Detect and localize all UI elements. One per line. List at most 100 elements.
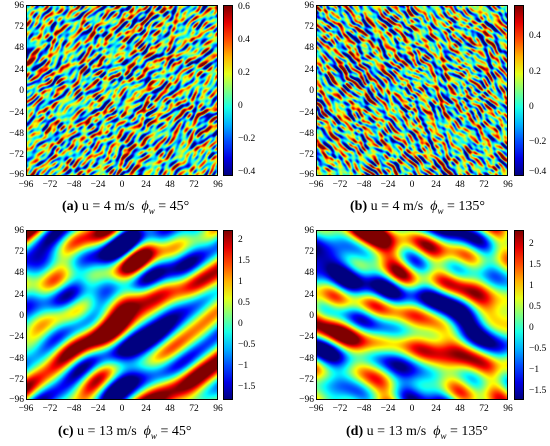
- y-tick-label: −48: [299, 129, 314, 139]
- heatmap-canvas-a: [27, 6, 217, 175]
- x-tick-label: −24: [90, 180, 106, 190]
- caption-phi-sub: w: [440, 430, 447, 441]
- caption-label: (b): [350, 199, 368, 214]
- colorbar-tick-label: 0.4: [238, 35, 250, 45]
- y-tick-label: 24: [14, 290, 25, 300]
- caption-speed: u = 13 m/s: [77, 424, 137, 439]
- y-tick-label: 96: [14, 226, 25, 236]
- x-tick-label: 72: [189, 180, 199, 190]
- y-tick-label: 48: [14, 268, 25, 278]
- y-tick-label: 48: [304, 43, 315, 53]
- colorbar-tick-label: 0: [529, 323, 534, 333]
- x-tick-label: 0: [119, 404, 125, 414]
- colorbar-tick-label: −0.2: [238, 134, 256, 144]
- colorbar-tick-label: 0.6: [238, 2, 250, 12]
- x-tick-label: 72: [479, 404, 489, 414]
- heatmap-field-c: [26, 230, 218, 400]
- y-tick-label: 0: [19, 86, 24, 96]
- caption-speed: u = 13 m/s: [366, 424, 427, 439]
- heatmap-canvas-d: [317, 231, 507, 399]
- y-tick-label: −48: [9, 129, 24, 139]
- y-tick-label: 72: [14, 22, 25, 32]
- caption-phi: ϕ: [430, 199, 438, 214]
- colorbar-tick-label: 0.2: [238, 68, 250, 78]
- colorbar-tick-label: −1: [529, 365, 540, 375]
- colorbar-tick-label: 0: [529, 102, 534, 112]
- caption-b: (b) u = 4 m/s ϕw = 135°: [350, 199, 485, 216]
- y-tick-label: −48: [9, 354, 24, 364]
- y-tick-label: 24: [304, 290, 315, 300]
- y-tick-label: −96: [299, 170, 314, 180]
- caption-phi-sub: w: [148, 205, 155, 216]
- y-tick-label: −24: [299, 108, 314, 118]
- x-tick-label: 48: [165, 180, 175, 190]
- x-tick-label: 72: [189, 404, 199, 414]
- y-tick-label: −72: [9, 150, 24, 160]
- y-tick-label: 96: [304, 1, 315, 11]
- y-tick-label: −24: [9, 108, 24, 118]
- colorbar-a: [223, 5, 233, 176]
- colorbar-c: [223, 230, 233, 400]
- colorbar-tick-label: −1.5: [529, 386, 547, 396]
- x-tick-label: 0: [119, 180, 125, 190]
- x-tick-label: 72: [479, 180, 489, 190]
- y-tick-label: −48: [299, 354, 314, 364]
- caption-speed: u = 4 m/s: [370, 199, 424, 214]
- colorbar-tick-label: 0.2: [529, 67, 541, 77]
- y-tick-label: 72: [304, 22, 315, 32]
- heatmap-field-b: [316, 5, 508, 176]
- x-tick-label: 96: [213, 404, 223, 414]
- x-tick-label: −24: [380, 180, 396, 190]
- x-tick-label: −96: [18, 404, 34, 414]
- caption-label: (d): [346, 424, 364, 439]
- caption-phi: ϕ: [433, 424, 441, 439]
- colorbar-tick-label: 2: [238, 235, 243, 245]
- y-tick-label: 72: [304, 247, 315, 257]
- heatmap-field-a: [26, 5, 218, 176]
- x-tick-label: −48: [66, 180, 82, 190]
- x-tick-label: 0: [409, 180, 415, 190]
- y-tick-label: 96: [14, 1, 25, 11]
- colorbar-tick-label: 0.4: [529, 31, 541, 41]
- caption-phi: ϕ: [143, 424, 151, 439]
- caption-phi: ϕ: [141, 199, 149, 214]
- x-tick-label: 48: [165, 404, 175, 414]
- colorbar-tick-label: −0.5: [238, 340, 256, 350]
- y-tick-label: 0: [19, 311, 24, 321]
- x-tick-label: 24: [141, 180, 151, 190]
- x-tick-label: 0: [409, 404, 415, 414]
- y-tick-label: −96: [9, 395, 24, 405]
- y-tick-label: −72: [9, 375, 24, 385]
- x-tick-label: −24: [380, 404, 396, 414]
- x-tick-label: −72: [42, 180, 58, 190]
- x-tick-label: −72: [332, 180, 348, 190]
- colorbar-tick-label: 1: [529, 281, 534, 291]
- x-tick-label: 24: [141, 404, 151, 414]
- colorbar-tick-label: 2: [529, 239, 534, 249]
- heatmap-canvas-b: [317, 6, 507, 175]
- x-tick-label: −72: [42, 404, 58, 414]
- caption-speed: u = 4 m/s: [81, 199, 135, 214]
- colorbar-tick-label: −0.2: [529, 137, 547, 147]
- colorbar-tick-label: −0.5: [529, 344, 547, 354]
- x-tick-label: −48: [356, 404, 372, 414]
- y-tick-label: 48: [14, 43, 25, 53]
- y-tick-label: 0: [309, 86, 314, 96]
- colorbar-b: [514, 5, 524, 176]
- colorbar-tick-label: 1: [238, 277, 243, 287]
- caption-c: (c) u = 13 m/s ϕw = 45°: [58, 424, 191, 441]
- caption-d: (d) u = 13 m/s ϕw = 135°: [346, 424, 488, 441]
- caption-label: (a): [62, 199, 79, 214]
- x-tick-label: 96: [213, 180, 223, 190]
- y-tick-label: 24: [304, 65, 315, 75]
- colorbar-tick-label: 0: [238, 319, 243, 329]
- x-tick-label: −72: [332, 404, 348, 414]
- colorbar-tick-label: −0.4: [529, 167, 547, 177]
- y-tick-label: 0: [309, 311, 314, 321]
- x-tick-label: 48: [455, 180, 465, 190]
- caption-phi-sub: w: [150, 430, 157, 441]
- caption-angle: = 135°: [447, 199, 486, 214]
- y-tick-label: −96: [9, 170, 24, 180]
- colorbar-tick-label: 0: [238, 101, 243, 111]
- x-tick-label: −48: [66, 404, 82, 414]
